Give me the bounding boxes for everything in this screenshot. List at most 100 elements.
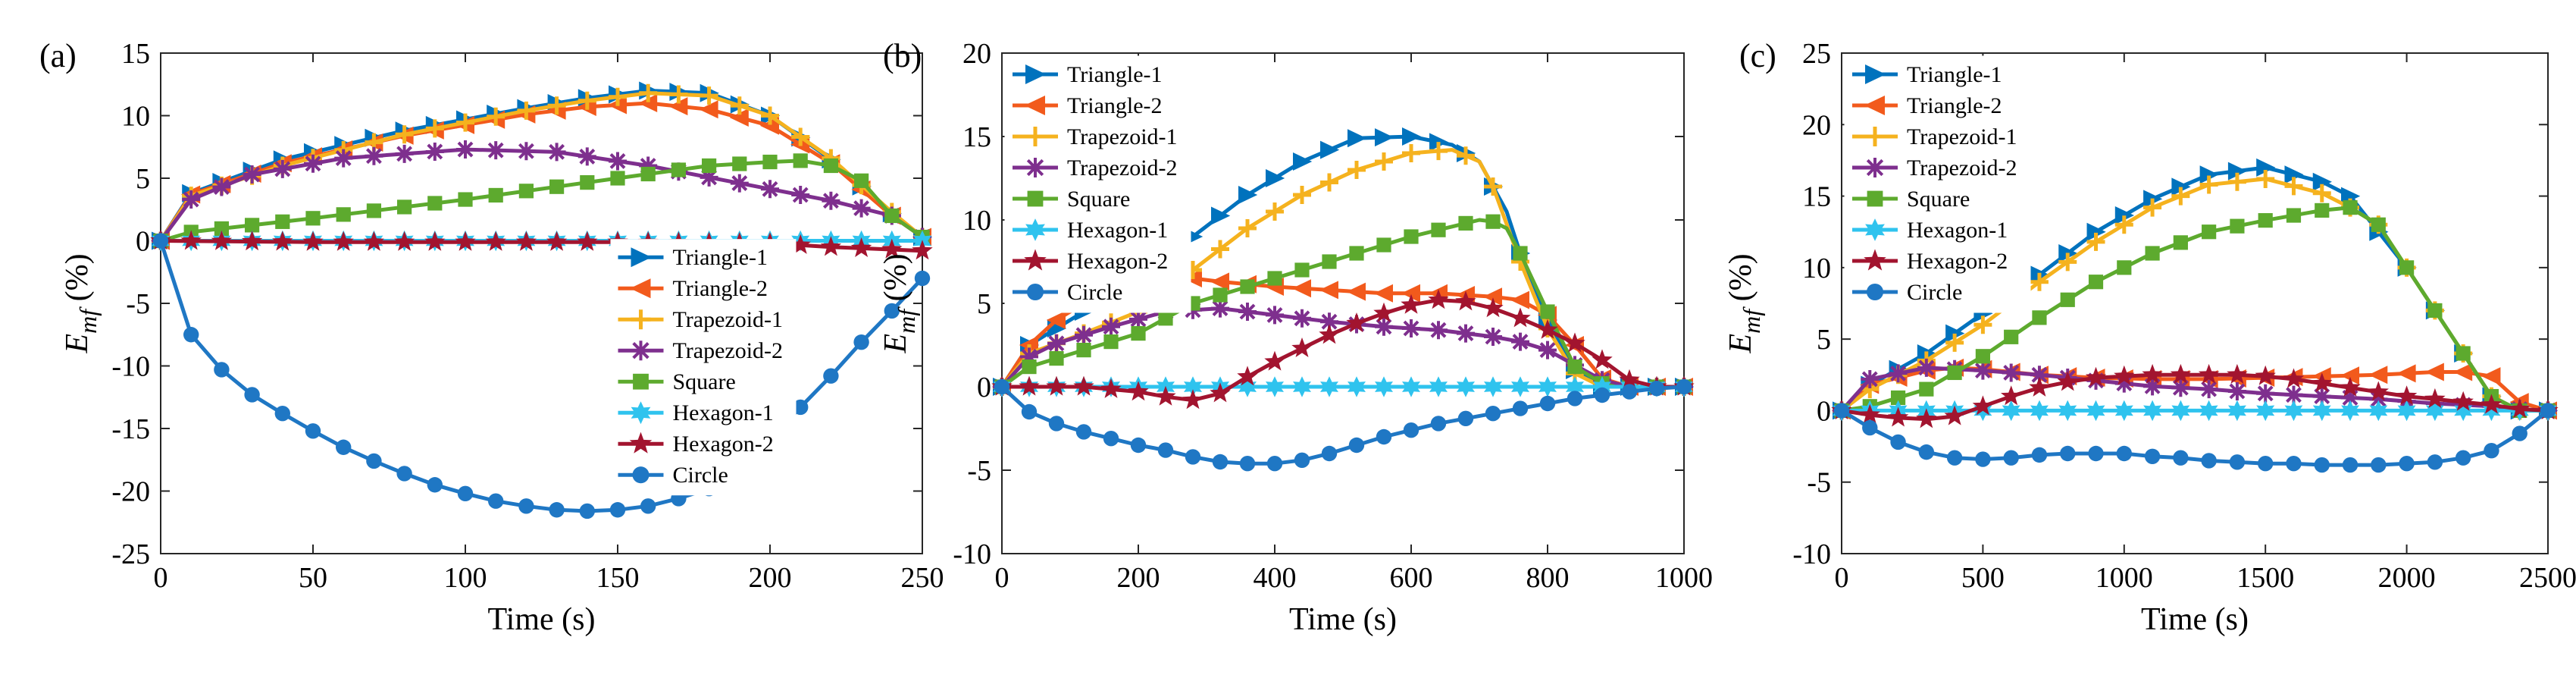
data-point-marker bbox=[366, 453, 382, 469]
data-point-marker bbox=[180, 230, 202, 250]
data-point-marker bbox=[1482, 287, 1502, 306]
x-axis-label: Time (s) bbox=[1289, 602, 1397, 637]
data-point-marker bbox=[2227, 162, 2248, 180]
data-point-marker bbox=[1944, 405, 1965, 425]
legend-item: Trapezoid-2 bbox=[1013, 155, 1178, 180]
data-point-marker bbox=[2143, 198, 2162, 217]
data-point-marker bbox=[2342, 457, 2358, 473]
legend-label: Circle bbox=[673, 463, 728, 488]
data-point-marker bbox=[2228, 400, 2246, 422]
data-point-marker bbox=[820, 236, 842, 256]
data-point-marker bbox=[1402, 144, 1420, 162]
data-point-marker bbox=[1238, 186, 1258, 204]
data-point-marker bbox=[761, 180, 779, 199]
data-point-marker bbox=[1513, 246, 1528, 261]
y-tick-label: 10 bbox=[121, 101, 150, 133]
data-point-marker bbox=[2201, 453, 2217, 469]
legend-item: Square bbox=[1013, 187, 1130, 212]
data-point-marker bbox=[1349, 246, 1364, 261]
data-point-marker bbox=[2509, 398, 2531, 419]
data-point-marker bbox=[2114, 365, 2135, 385]
legend-label: Hexagon-1 bbox=[673, 400, 774, 425]
y-tick-label: -5 bbox=[967, 455, 991, 487]
data-point-marker bbox=[1131, 326, 1146, 341]
legend-marker bbox=[631, 401, 651, 425]
data-point-marker bbox=[1293, 186, 1311, 204]
data-point-marker bbox=[1320, 376, 1338, 397]
data-point-marker bbox=[1319, 281, 1338, 300]
legend-label: Trapezoid-1 bbox=[673, 307, 784, 332]
legend: Triangle-1 Triangle-2 Trapezoid-1 Trapezoid… bbox=[610, 239, 797, 496]
legend-item: Hexagon-1 bbox=[1013, 218, 1168, 243]
data-point-marker bbox=[2001, 385, 2022, 406]
data-point-marker bbox=[2116, 445, 2132, 462]
data-point-marker bbox=[1048, 416, 1065, 432]
legend-label: Triangle-2 bbox=[673, 276, 768, 301]
data-point-marker bbox=[2086, 400, 2105, 422]
data-point-marker bbox=[243, 165, 261, 184]
legend-item: Triangle-2 bbox=[1852, 93, 2002, 118]
data-point-marker bbox=[2199, 175, 2218, 194]
legend-label: Trapezoid-2 bbox=[1067, 155, 1178, 180]
data-point-marker bbox=[759, 116, 779, 135]
data-point-marker bbox=[2481, 367, 2501, 386]
data-point-marker bbox=[1211, 299, 1229, 318]
data-point-marker bbox=[2455, 450, 2471, 466]
data-point-marker bbox=[912, 240, 933, 260]
data-point-marker bbox=[1375, 317, 1393, 336]
data-point-marker bbox=[1482, 297, 1504, 318]
data-point-marker bbox=[1157, 442, 1174, 458]
data-point-marker bbox=[2145, 246, 2160, 261]
data-point-marker bbox=[610, 171, 625, 186]
legend-item: Trapezoid-1 bbox=[1013, 124, 1178, 149]
data-point-marker bbox=[2312, 387, 2331, 406]
legend-label: Hexagon-1 bbox=[1067, 218, 1168, 243]
y-axis-label: Emf (%) bbox=[1723, 253, 1765, 353]
legend-label: Circle bbox=[1067, 280, 1122, 305]
data-point-marker bbox=[1266, 169, 1285, 187]
y-tick-label: 20 bbox=[1802, 109, 1831, 141]
data-point-marker bbox=[2060, 445, 2076, 462]
legend-marker bbox=[1865, 64, 1886, 84]
data-point-marker bbox=[853, 334, 869, 350]
data-point-marker bbox=[1267, 271, 1282, 286]
legend-box bbox=[1844, 55, 2031, 313]
data-point-marker bbox=[2227, 172, 2246, 191]
data-point-marker bbox=[1430, 416, 1447, 432]
data-point-marker bbox=[427, 196, 443, 211]
data-point-marker bbox=[1404, 229, 1419, 244]
data-point-marker bbox=[1076, 343, 1091, 358]
data-point-marker bbox=[487, 141, 505, 160]
data-point-marker bbox=[2173, 450, 2189, 466]
data-point-marker bbox=[182, 190, 201, 209]
panel-label: (a) bbox=[39, 37, 77, 74]
data-point-marker bbox=[1130, 437, 1147, 454]
data-point-marker bbox=[1973, 315, 1992, 334]
data-point-marker bbox=[2484, 443, 2499, 459]
data-point-marker bbox=[1210, 272, 1229, 291]
data-point-marker bbox=[1320, 140, 1340, 159]
data-point-marker bbox=[1592, 349, 1613, 369]
data-point-marker bbox=[425, 119, 444, 138]
legend-item: Square bbox=[1852, 187, 1970, 212]
data-point-marker bbox=[994, 378, 1010, 395]
data-point-marker bbox=[2452, 391, 2474, 411]
data-point-marker bbox=[1046, 375, 1067, 396]
data-point-marker bbox=[1347, 161, 1366, 179]
data-point-marker bbox=[547, 96, 566, 115]
x-tick-label: 250 bbox=[901, 562, 944, 594]
data-point-marker bbox=[304, 154, 322, 173]
legend-marker bbox=[1024, 96, 1045, 115]
data-point-marker bbox=[305, 211, 321, 226]
legend-item: Square bbox=[618, 369, 736, 394]
data-point-marker bbox=[1538, 376, 1557, 397]
data-point-marker bbox=[2230, 218, 2245, 234]
data-point-marker bbox=[1402, 127, 1422, 146]
legend-label: Hexagon-2 bbox=[673, 432, 774, 457]
legend-item: Triangle-1 bbox=[1013, 62, 1163, 87]
data-point-marker bbox=[823, 158, 838, 174]
data-point-marker bbox=[2258, 213, 2273, 228]
data-point-marker bbox=[2312, 172, 2332, 191]
data-point-marker bbox=[822, 191, 840, 210]
data-point-marker bbox=[1266, 376, 1284, 397]
